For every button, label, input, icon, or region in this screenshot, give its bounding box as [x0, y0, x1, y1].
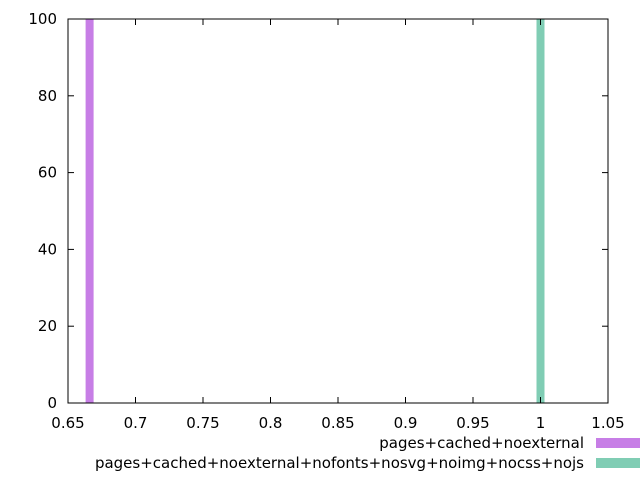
bar-series-1-point-1 [85, 19, 94, 403]
legend-swatch-series-1 [596, 438, 640, 448]
y-tick-label: 40 [38, 240, 57, 258]
y-axis-ticks: 0 20 40 60 80 100 [28, 10, 608, 412]
y-tick-label: 60 [38, 164, 57, 182]
legend: pages+cached+noexternal pages+cached+noex… [95, 434, 640, 472]
legend-label-series-2: pages+cached+noexternal+nofonts+nosvg+no… [95, 454, 584, 472]
y-tick-label: 100 [28, 10, 57, 28]
y-tick-label: 0 [47, 394, 57, 412]
y-tick-label: 20 [38, 317, 57, 335]
x-tick-label: 0.95 [456, 414, 489, 432]
x-tick-label: 1 [536, 414, 546, 432]
bar-layer [85, 19, 545, 403]
x-tick-label: 0.7 [124, 414, 148, 432]
axes [67, 18, 609, 404]
legend-label-series-1: pages+cached+noexternal [379, 434, 584, 452]
bar-series-2-point-1 [536, 19, 545, 403]
x-tick-label: 0.9 [394, 414, 418, 432]
y-tick-label: 80 [38, 87, 57, 105]
x-tick-label: 1.05 [591, 414, 624, 432]
x-tick-label: 0.65 [51, 414, 84, 432]
x-tick-label: 0.75 [186, 414, 219, 432]
legend-swatch-series-2 [596, 458, 640, 468]
x-tick-label: 0.85 [321, 414, 354, 432]
plot-frame [67, 18, 609, 404]
x-axis-ticks: 0.65 0.7 0.75 0.8 0.85 0.9 0.95 1 1.05 [51, 19, 625, 432]
x-tick-label: 0.8 [259, 414, 283, 432]
